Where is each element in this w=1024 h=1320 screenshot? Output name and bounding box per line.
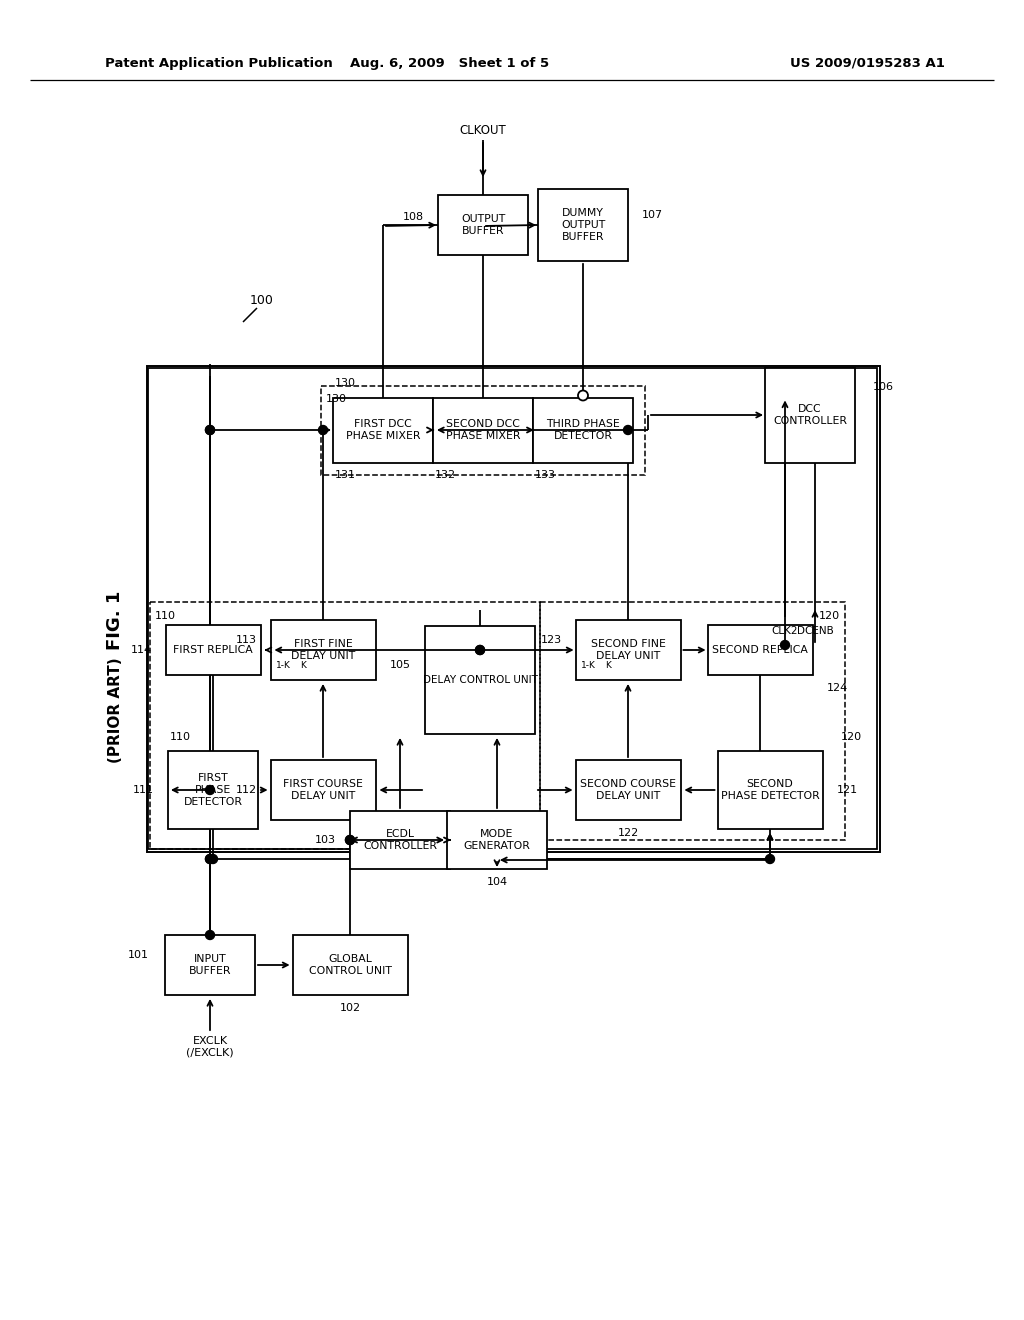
Text: DUMMY
OUTPUT
BUFFER: DUMMY OUTPUT BUFFER <box>561 209 605 242</box>
Text: 113: 113 <box>236 635 256 645</box>
Text: 121: 121 <box>837 785 858 795</box>
Text: K: K <box>301 661 306 671</box>
Bar <box>150 602 540 849</box>
Circle shape <box>206 425 214 434</box>
Text: 103: 103 <box>315 836 336 845</box>
Bar <box>718 751 822 829</box>
Bar <box>575 620 681 680</box>
Circle shape <box>345 836 354 845</box>
Text: DELAY CONTROL UNIT: DELAY CONTROL UNIT <box>423 675 538 685</box>
Text: 107: 107 <box>642 210 664 220</box>
Text: MODE
GENERATOR: MODE GENERATOR <box>464 829 530 851</box>
Bar <box>575 760 681 820</box>
Text: ECDL
CONTROLLER: ECDL CONTROLLER <box>362 829 437 851</box>
Text: Aug. 6, 2009   Sheet 1 of 5: Aug. 6, 2009 Sheet 1 of 5 <box>350 57 550 70</box>
Bar <box>438 195 528 255</box>
Text: 114: 114 <box>130 645 152 655</box>
Bar <box>321 385 645 474</box>
Bar <box>270 620 376 680</box>
Text: CLKOUT: CLKOUT <box>460 124 507 136</box>
Text: SECOND FINE
DELAY UNIT: SECOND FINE DELAY UNIT <box>591 639 666 661</box>
Text: 110: 110 <box>155 611 176 620</box>
Circle shape <box>766 854 774 863</box>
Text: 122: 122 <box>617 828 639 838</box>
Text: K: K <box>605 661 611 671</box>
Text: 1-K: 1-K <box>276 661 291 671</box>
Text: FIRST DCC
PHASE MIXER: FIRST DCC PHASE MIXER <box>346 420 420 441</box>
Text: 102: 102 <box>339 1003 360 1012</box>
Circle shape <box>206 854 214 863</box>
Text: 111: 111 <box>133 785 154 795</box>
Circle shape <box>780 640 790 649</box>
Circle shape <box>475 645 484 655</box>
Text: 106: 106 <box>873 381 894 392</box>
Circle shape <box>624 425 633 434</box>
Text: THIRD PHASE
DETECTOR: THIRD PHASE DETECTOR <box>546 420 620 441</box>
Text: Patent Application Publication: Patent Application Publication <box>105 57 333 70</box>
Bar <box>425 626 535 734</box>
Bar <box>166 624 260 675</box>
Text: SECOND COURSE
DELAY UNIT: SECOND COURSE DELAY UNIT <box>580 779 676 801</box>
Circle shape <box>318 425 328 434</box>
Text: INPUT
BUFFER: INPUT BUFFER <box>188 954 231 975</box>
Bar <box>168 751 258 829</box>
Bar <box>447 810 547 869</box>
Text: SECOND REPLICA: SECOND REPLICA <box>712 645 808 655</box>
Circle shape <box>578 391 588 400</box>
Text: 1-K: 1-K <box>581 661 596 671</box>
Bar <box>350 810 450 869</box>
Text: 120: 120 <box>841 733 861 742</box>
Text: 110: 110 <box>170 733 191 742</box>
Bar <box>708 624 812 675</box>
Text: DCC
CONTROLLER: DCC CONTROLLER <box>773 404 847 426</box>
Text: SECOND DCC
PHASE MIXER: SECOND DCC PHASE MIXER <box>445 420 520 441</box>
Bar <box>293 935 408 995</box>
Text: FIRST
PHASE
DETECTOR: FIRST PHASE DETECTOR <box>183 774 243 807</box>
Circle shape <box>206 854 214 863</box>
Circle shape <box>206 425 214 434</box>
Text: FIRST COURSE
DELAY UNIT: FIRST COURSE DELAY UNIT <box>283 779 362 801</box>
Text: FIRST FINE
DELAY UNIT: FIRST FINE DELAY UNIT <box>291 639 355 661</box>
Text: 120: 120 <box>818 611 840 620</box>
Text: 112: 112 <box>236 785 256 795</box>
Bar <box>333 397 433 462</box>
Bar <box>765 367 855 462</box>
Text: 130: 130 <box>326 395 347 404</box>
Bar <box>270 760 376 820</box>
Text: FIG. 1: FIG. 1 <box>106 590 124 649</box>
Text: GLOBAL
CONTROL UNIT: GLOBAL CONTROL UNIT <box>308 954 391 975</box>
Bar <box>147 366 880 851</box>
Text: 100: 100 <box>250 293 274 306</box>
Bar <box>540 602 845 840</box>
Text: OUTPUT
BUFFER: OUTPUT BUFFER <box>461 214 505 236</box>
Circle shape <box>475 645 484 655</box>
Text: 133: 133 <box>535 470 556 479</box>
Text: 104: 104 <box>486 876 508 887</box>
Bar <box>433 397 534 462</box>
Text: 101: 101 <box>128 950 150 960</box>
Text: SECOND
PHASE DETECTOR: SECOND PHASE DETECTOR <box>721 779 819 801</box>
Text: CLK2: CLK2 <box>772 626 799 636</box>
Text: 132: 132 <box>435 470 456 479</box>
Text: DCENB: DCENB <box>797 626 834 636</box>
Bar <box>165 935 255 995</box>
Text: EXCLK
(/EXCLK): EXCLK (/EXCLK) <box>186 1036 233 1057</box>
Circle shape <box>206 785 214 795</box>
Text: FIRST REPLICA: FIRST REPLICA <box>173 645 253 655</box>
Text: 105: 105 <box>390 660 411 671</box>
Text: 123: 123 <box>541 635 561 645</box>
Bar <box>534 397 633 462</box>
Text: US 2009/0195283 A1: US 2009/0195283 A1 <box>791 57 945 70</box>
Circle shape <box>209 854 217 863</box>
Text: (PRIOR ART): (PRIOR ART) <box>108 657 123 763</box>
Circle shape <box>206 931 214 940</box>
Text: 130: 130 <box>335 379 356 388</box>
Bar <box>148 367 877 849</box>
Bar <box>538 189 628 261</box>
Text: 131: 131 <box>335 470 356 479</box>
Text: 124: 124 <box>826 682 848 693</box>
Text: 108: 108 <box>402 213 424 222</box>
Circle shape <box>345 836 354 845</box>
